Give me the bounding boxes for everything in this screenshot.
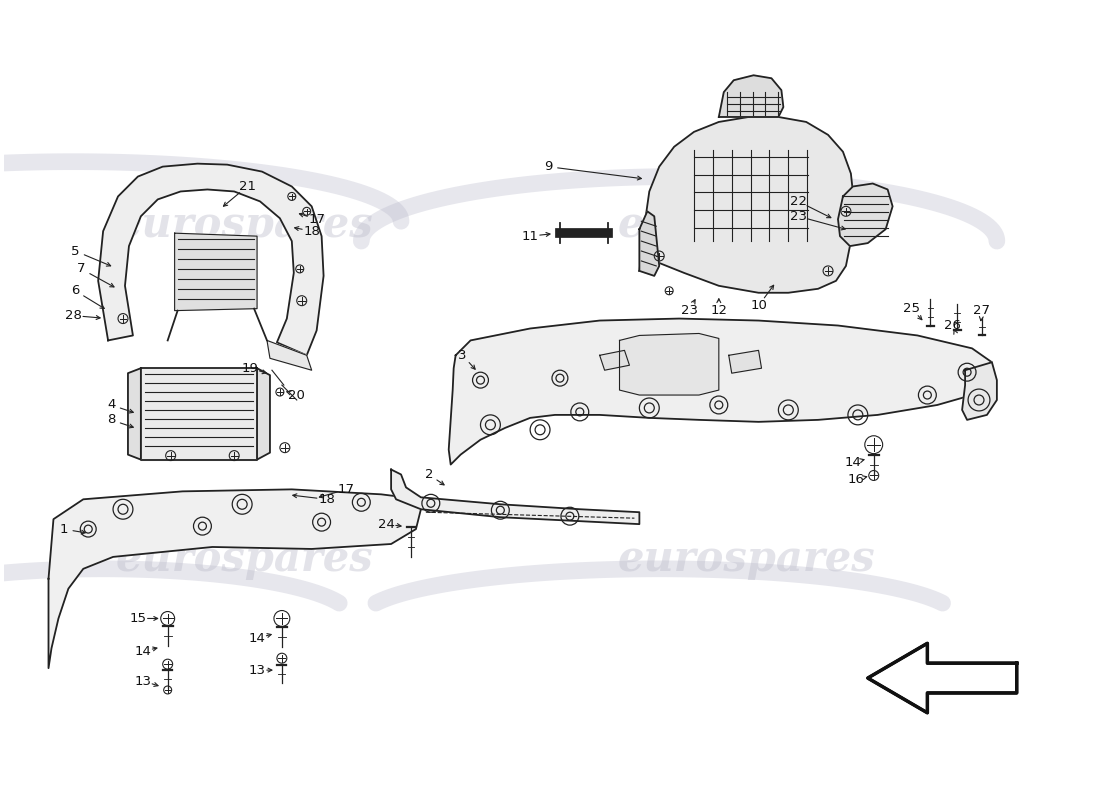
- Polygon shape: [267, 341, 311, 370]
- Text: 17: 17: [308, 213, 326, 226]
- Text: 13: 13: [249, 664, 265, 677]
- Polygon shape: [868, 643, 1016, 713]
- Polygon shape: [98, 164, 323, 355]
- Text: 8: 8: [107, 414, 116, 426]
- Polygon shape: [175, 233, 257, 310]
- Text: 2: 2: [425, 468, 433, 481]
- Text: 22: 22: [790, 195, 806, 208]
- Text: 24: 24: [377, 518, 395, 530]
- Polygon shape: [619, 334, 718, 395]
- Text: 14: 14: [845, 456, 861, 469]
- Text: 13: 13: [134, 674, 152, 687]
- Polygon shape: [838, 183, 892, 246]
- Text: 23: 23: [790, 210, 806, 222]
- Text: 28: 28: [65, 309, 81, 322]
- Polygon shape: [257, 368, 270, 459]
- Text: 18: 18: [304, 225, 320, 238]
- Text: 26: 26: [944, 319, 960, 332]
- Text: 10: 10: [750, 299, 767, 312]
- Text: 7: 7: [77, 262, 86, 275]
- Polygon shape: [48, 490, 421, 668]
- Polygon shape: [639, 117, 854, 293]
- Text: 6: 6: [72, 284, 79, 298]
- Polygon shape: [128, 368, 141, 459]
- Polygon shape: [392, 470, 639, 524]
- Polygon shape: [449, 318, 992, 465]
- Text: eurospares: eurospares: [116, 204, 373, 246]
- Polygon shape: [639, 211, 659, 276]
- Text: eurospares: eurospares: [618, 538, 876, 580]
- Text: 14: 14: [249, 632, 265, 645]
- Text: 25: 25: [903, 302, 920, 315]
- Polygon shape: [962, 362, 997, 420]
- Text: 23: 23: [681, 304, 697, 317]
- Text: 21: 21: [239, 180, 255, 193]
- Text: eurospares: eurospares: [116, 538, 373, 580]
- Polygon shape: [141, 368, 257, 459]
- Text: 14: 14: [134, 645, 152, 658]
- Polygon shape: [868, 643, 1016, 713]
- Text: 9: 9: [543, 160, 552, 173]
- Text: 27: 27: [974, 304, 990, 317]
- Text: 4: 4: [107, 398, 116, 411]
- Polygon shape: [728, 350, 761, 373]
- Text: 17: 17: [338, 483, 355, 496]
- Text: 20: 20: [288, 389, 305, 402]
- Text: eurospares: eurospares: [618, 204, 876, 246]
- Text: 12: 12: [711, 304, 727, 317]
- Text: 1: 1: [59, 522, 68, 535]
- Text: 3: 3: [459, 349, 466, 362]
- Text: 11: 11: [521, 230, 539, 242]
- Text: 18: 18: [318, 493, 336, 506]
- Text: 16: 16: [847, 473, 865, 486]
- Text: 15: 15: [130, 612, 146, 625]
- Text: 5: 5: [72, 245, 79, 258]
- Text: 19: 19: [242, 362, 258, 374]
- Polygon shape: [600, 350, 629, 370]
- Polygon shape: [718, 75, 783, 117]
